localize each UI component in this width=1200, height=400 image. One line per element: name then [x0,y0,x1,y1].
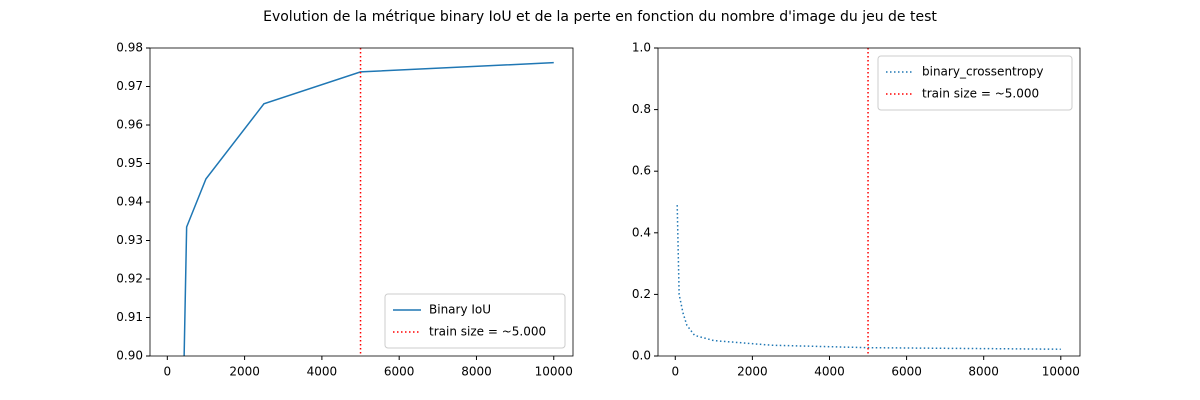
x-tick-label: 0 [671,365,679,379]
x-tick-label: 6000 [384,365,415,379]
y-tick-label: 0.90 [116,349,143,363]
y-tick-label: 0.95 [116,156,143,170]
y-tick-label: 0.92 [116,272,143,286]
y-tick-label: 0.4 [632,225,651,239]
x-tick-label: 2000 [229,365,260,379]
legend-label: Binary IoU [429,303,491,317]
x-tick-label: 10000 [535,365,573,379]
figure-title: Evolution de la métrique binary IoU et d… [263,9,937,25]
plot-area [183,61,554,356]
x-tick-label: 10000 [1042,365,1080,379]
y-tick-label: 1.0 [632,41,651,55]
legend-box [384,293,566,349]
x-tick-label: 0 [163,365,171,379]
x-tick-label: 2000 [737,365,768,379]
x-tick-label: 4000 [307,365,338,379]
legend-label: train size = ~5.000 [429,325,546,339]
y-tick-label: 0.94 [116,195,143,209]
x-tick-label: 8000 [968,365,999,379]
axes-frame [657,47,1081,357]
data-line [676,205,1061,350]
x-tick-label: 8000 [461,365,492,379]
y-tick-label: 0.2 [632,287,651,301]
axes-frame [149,47,574,357]
legend-box [877,55,1073,111]
x-tick-label: 4000 [814,365,845,379]
y-tick-label: 0.0 [632,349,651,363]
y-tick-label: 0.96 [116,118,143,132]
y-tick-label: 0.98 [116,41,143,55]
y-tick-label: 0.8 [632,102,651,116]
y-tick-label: 0.97 [116,79,143,93]
legend-label: binary_crossentropy [922,65,1043,79]
x-tick-label: 6000 [891,365,922,379]
legend-label: train size = ~5.000 [922,87,1039,101]
plot-area [676,205,1061,350]
y-tick-label: 0.91 [116,310,143,324]
data-line [183,61,554,356]
y-tick-label: 0.6 [632,164,651,178]
y-tick-label: 0.93 [116,233,143,247]
